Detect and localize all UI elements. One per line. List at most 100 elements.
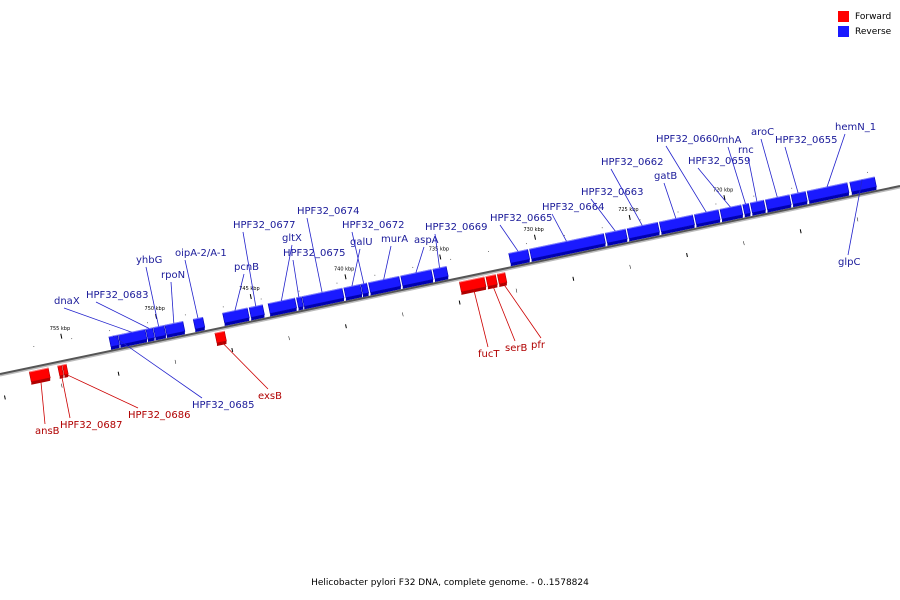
gene-label-hpf32-0669: HPF32_0669	[425, 222, 487, 233]
gene-hpf32-0672[interactable]	[360, 282, 370, 298]
label-leader	[383, 245, 392, 280]
gene-depth	[629, 232, 660, 242]
label-leader	[145, 266, 160, 327]
minor-tick-lower	[231, 347, 234, 353]
gene-hpf32-0663[interactable]	[604, 228, 628, 247]
gene-label-hpf32-0659: HPF32_0659	[688, 156, 750, 167]
label-leader	[610, 168, 643, 226]
gene-label-hpf32-0687: HPF32_0687	[60, 420, 122, 431]
minor-tick-lower	[458, 300, 461, 305]
label-leader	[415, 246, 425, 273]
tick-mark	[533, 234, 536, 240]
gene-depth	[434, 276, 449, 283]
gene-hpf32-0669[interactable]	[432, 266, 449, 283]
gene-hpf32-0675[interactable]	[296, 296, 304, 311]
gene-label-hpf32-0665: HPF32_0665	[490, 213, 552, 224]
minor-tick-upper	[298, 290, 300, 292]
gene-hpf32-0659[interactable]	[719, 204, 744, 223]
gene-highlight	[485, 274, 496, 278]
minor-tick-lower	[515, 288, 518, 293]
gene-depth	[402, 279, 434, 289]
minor-tick-lower	[799, 229, 802, 234]
label-leader	[280, 244, 293, 302]
gene-hpf32-0674[interactable]	[301, 287, 345, 310]
label-leader	[112, 335, 203, 399]
label-leader	[499, 224, 519, 252]
label-leader	[590, 198, 616, 232]
label-leader	[351, 248, 361, 287]
gene-label-ansb: ansB	[35, 426, 60, 437]
gene-depth	[155, 335, 166, 341]
gene-depth	[270, 307, 297, 317]
gene-body	[360, 282, 370, 295]
gene-rnha[interactable]	[742, 202, 751, 218]
minor-tick-upper	[222, 306, 224, 308]
gene-depth	[851, 186, 877, 195]
label-leader	[747, 156, 758, 202]
minor-tick-lower	[288, 336, 290, 341]
minor-tick-upper	[412, 266, 414, 268]
gene-label-pfr: pfr	[531, 340, 546, 351]
gene-hpf32-0655[interactable]	[790, 191, 808, 208]
gene-rnc[interactable]	[749, 199, 766, 216]
label-leader	[95, 301, 150, 329]
label-leader	[697, 167, 731, 208]
label-leader	[184, 259, 199, 319]
gene-depth	[251, 314, 265, 321]
gene-hpf32-0685[interactable]	[108, 334, 120, 350]
tick-mark	[628, 214, 631, 220]
gene-rpon[interactable]	[164, 321, 186, 339]
tick-label: 720 kbp	[713, 187, 733, 193]
minor-tick-upper	[488, 251, 490, 253]
gene-ansb[interactable]	[28, 367, 51, 385]
gene-highlight	[750, 199, 764, 204]
gene-hpf32-0683[interactable]	[145, 327, 155, 343]
gene-label-rnc: rnc	[738, 145, 754, 156]
label-leader	[234, 273, 245, 311]
minor-tick-upper	[639, 219, 641, 221]
gene-label-rpon: rpoN	[161, 270, 185, 281]
gene-oipa-2-a-1[interactable]	[192, 316, 206, 333]
minor-tick-lower	[402, 312, 404, 317]
minor-tick-upper	[753, 195, 755, 197]
gene-label-pcnb: pcnB	[234, 262, 259, 273]
gene-serb[interactable]	[485, 274, 498, 290]
gene-label-hpf32-0664: HPF32_0664	[542, 202, 604, 213]
gene-label-exsb: exsB	[258, 391, 282, 402]
tick-label: 740 kbp	[334, 266, 354, 272]
gene-depth	[722, 214, 743, 223]
gene-depth	[345, 294, 363, 301]
gene-hpf32-0677[interactable]	[248, 304, 265, 321]
tick-label: 745 kbp	[239, 286, 259, 292]
gene-depth	[767, 204, 792, 213]
tick-mark	[439, 254, 442, 260]
gene-depth	[166, 331, 185, 339]
gene-label-rnha: rnhA	[718, 135, 742, 146]
gene-label-dnax: dnaX	[54, 296, 80, 307]
minor-tick-upper	[866, 171, 868, 173]
label-leader	[221, 341, 269, 390]
minor-tick-lower	[686, 252, 688, 258]
minor-tick-lower	[629, 264, 631, 269]
gene-label-hpf32-0677: HPF32_0677	[233, 220, 295, 231]
gene-label-glpc: glpC	[838, 257, 860, 268]
axis-shadow	[0, 186, 900, 377]
gene-pfr[interactable]	[496, 272, 508, 288]
minor-tick-upper	[33, 346, 35, 348]
gene-highlight	[62, 363, 67, 366]
minor-tick-upper	[146, 322, 148, 324]
genome-title: Helicobacter pylori F32 DNA, complete ge…	[311, 578, 589, 588]
gene-highlight	[459, 276, 485, 283]
minor-tick-upper	[184, 314, 186, 316]
gene-gltx[interactable]	[267, 297, 298, 317]
label-leader	[473, 289, 489, 348]
gene-hpf32-0665[interactable]	[508, 248, 531, 267]
minor-tick-upper	[677, 211, 679, 213]
gene-exsb[interactable]	[214, 330, 227, 346]
gene-yhbg[interactable]	[153, 324, 167, 341]
gene-label-fuct: fucT	[478, 349, 500, 360]
gene-depth	[661, 224, 695, 235]
tick-label: 735 kbp	[429, 247, 449, 253]
label-leader	[40, 379, 46, 425]
